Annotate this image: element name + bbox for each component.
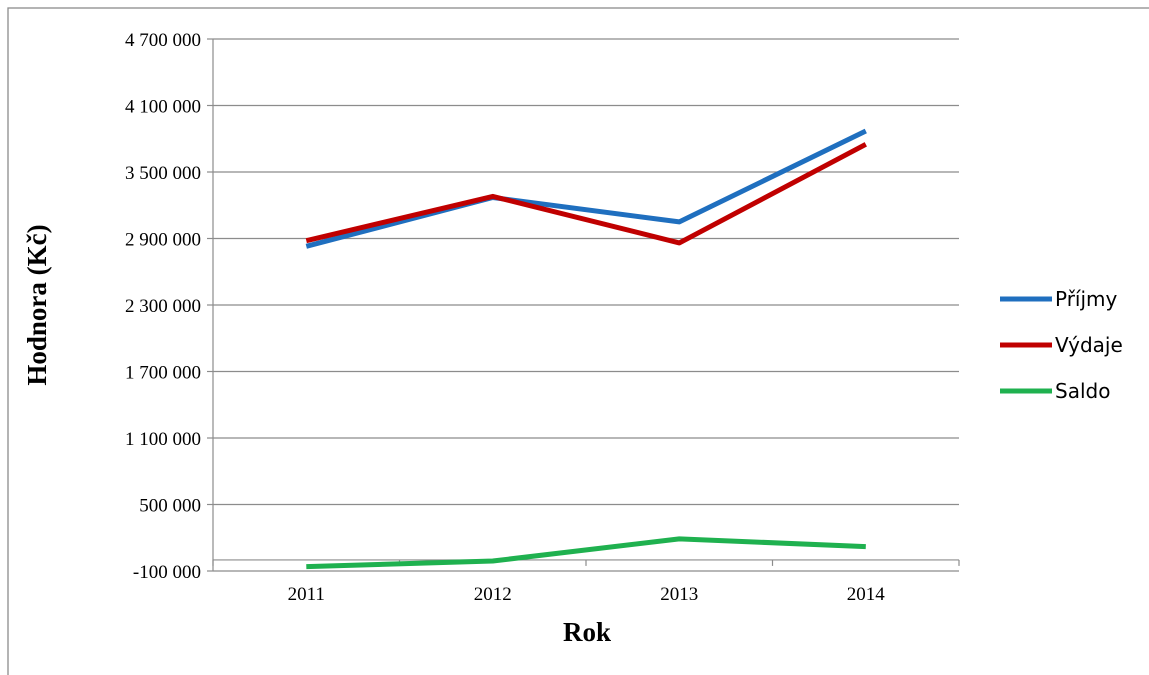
y-tick-label: 3 500 000	[125, 163, 201, 184]
y-tick-label: 1 700 000	[125, 363, 201, 384]
x-tick-label: 2014	[847, 584, 886, 605]
x-tick-labels: 2011 2012 2013 2014	[288, 584, 886, 605]
y-tick-label: -100 000	[133, 562, 201, 583]
gridlines	[213, 38, 959, 572]
axes	[207, 38, 960, 572]
y-tick-label: 4 700 000	[125, 30, 201, 51]
series-line-0	[305, 128, 867, 249]
x-tick-label: 2012	[474, 584, 512, 605]
y-tick-label: 500 000	[139, 496, 201, 517]
legend-label: Příjmy	[1055, 287, 1118, 311]
y-tick-label: 1 100 000	[125, 429, 201, 450]
legend: Příjmy Výdaje Saldo	[1000, 287, 1123, 403]
chart-border	[7, 7, 1149, 675]
y-tick-labels: -100 000 500 000 1 100 000 1 700 000 2 300 0…	[125, 30, 201, 583]
y-tick-label: 4 100 000	[125, 97, 201, 118]
series-lines	[305, 128, 867, 570]
legend-label: Výdaje	[1055, 333, 1123, 357]
legend-label: Saldo	[1055, 379, 1110, 403]
x-tick-label: 2013	[660, 584, 698, 605]
y-tick-label: 2 900 000	[125, 230, 201, 251]
series-line-1	[305, 142, 867, 246]
series-line-2	[306, 536, 866, 570]
x-axis-title: Rok	[563, 617, 611, 647]
y-axis-title: Hodnora (Kč)	[22, 224, 52, 385]
y-tick-label: 2 300 000	[125, 296, 201, 317]
x-tick-label: 2011	[288, 584, 325, 605]
